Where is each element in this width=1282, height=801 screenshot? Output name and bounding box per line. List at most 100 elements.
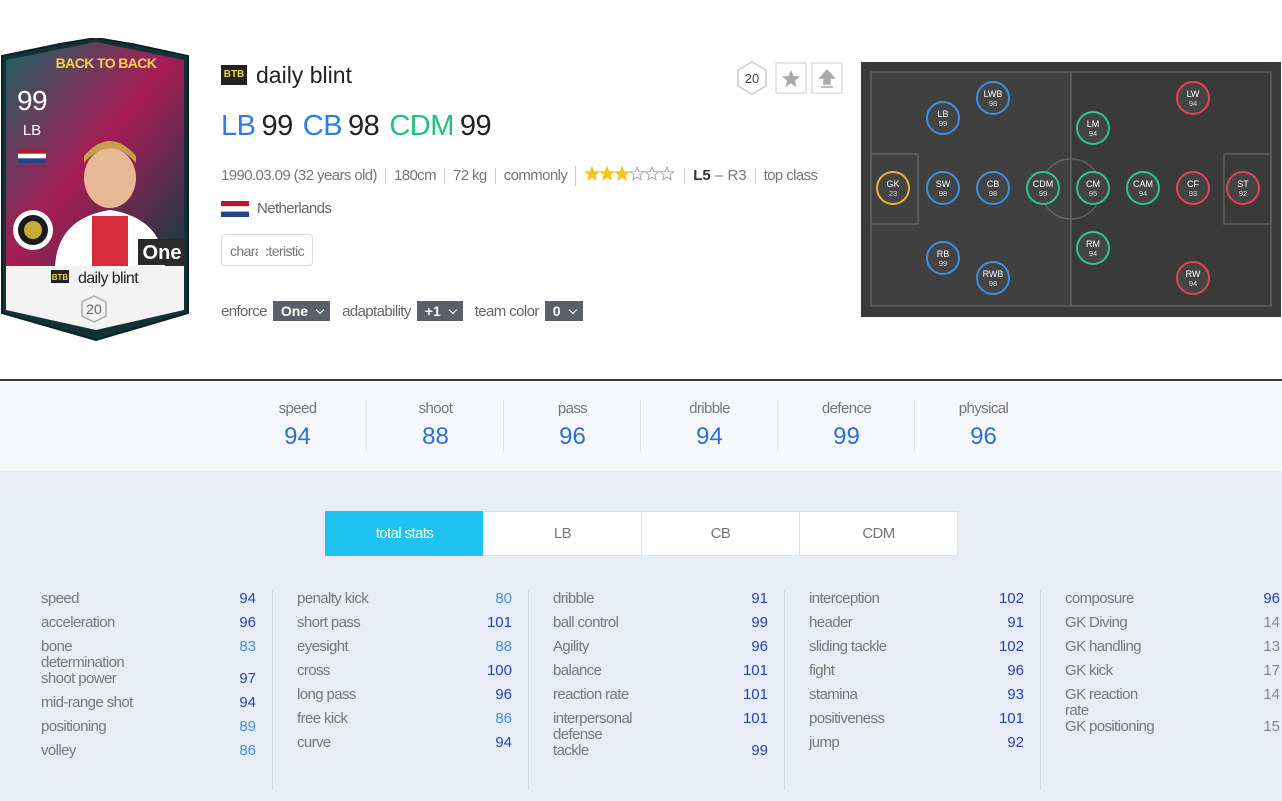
grade: top class: [754, 168, 826, 184]
summary-item: physical 96: [914, 400, 1052, 451]
position-node[interactable]: [926, 101, 960, 135]
control-select[interactable]: +1: [416, 301, 463, 321]
stat-value: 100: [486, 662, 512, 679]
position-node[interactable]: [976, 171, 1010, 205]
star: [629, 165, 646, 181]
stat-row: GK reaction rate 14: [1065, 687, 1280, 719]
position-name: LB: [221, 110, 256, 142]
stat-label: Agility: [553, 638, 589, 655]
stat-value: 15: [1263, 718, 1280, 735]
stat-value: 89: [239, 718, 256, 735]
trait-box[interactable]: characteristic: [221, 234, 314, 266]
star-icon: [782, 70, 800, 87]
height: 180cm: [384, 168, 444, 184]
stat-value: 86: [239, 742, 256, 759]
position-node[interactable]: [976, 81, 1010, 115]
stat-label: ball control: [553, 614, 619, 631]
summary-label: dribble: [689, 400, 730, 417]
position-node[interactable]: [1076, 231, 1110, 265]
stat-row: bone determination 83: [41, 639, 256, 671]
position-name: CDM: [389, 110, 454, 142]
stat-label: GK Diving: [1065, 614, 1128, 631]
position-label: LM: [1087, 119, 1100, 129]
position-value: 99: [939, 259, 947, 268]
position-value: 92: [1239, 189, 1247, 198]
stat-label: fight: [809, 662, 835, 679]
position-label: GK: [886, 179, 899, 189]
position-node[interactable]: [926, 241, 960, 275]
star: [659, 165, 676, 181]
stat-value: 94: [239, 590, 256, 607]
position-node[interactable]: [1226, 171, 1260, 205]
stat-value: 96: [495, 686, 512, 703]
stat-row: stamina 93: [809, 687, 1024, 711]
stat-row: reaction rate 101: [553, 687, 768, 711]
stat-row: fight 96: [809, 663, 1024, 687]
summary-item: pass 96: [503, 400, 641, 451]
stat-row: GK positioning 15: [1065, 719, 1280, 743]
stat-row: tackle 99: [553, 743, 768, 767]
position-label: ST: [1237, 179, 1249, 189]
stat-row: penalty kick 80: [297, 591, 512, 615]
position-label: RW: [1186, 269, 1201, 279]
tab[interactable]: total stats: [325, 511, 484, 556]
position-value: 98: [989, 99, 997, 108]
position-node[interactable]: [976, 261, 1010, 295]
stat-row: jump 92: [809, 735, 1024, 759]
position-node[interactable]: [1176, 261, 1210, 295]
stat-column: dribble 91 ball control 99 Agility 96 balance 1…: [553, 591, 768, 767]
position-node[interactable]: [1076, 111, 1110, 145]
level: 20: [745, 71, 759, 86]
divider: [0, 379, 1282, 381]
stat-label: sliding tackle: [809, 638, 887, 655]
summary-bar: [0, 381, 1282, 471]
stat-value: 99: [751, 614, 768, 631]
stat-label: bone determination: [41, 638, 125, 671]
position-node[interactable]: [1176, 171, 1210, 205]
stat-label: cross: [297, 662, 330, 679]
stat-value: 93: [1007, 686, 1024, 703]
stat-row: composure 96: [1065, 591, 1280, 615]
summary-item: shoot 88: [366, 400, 504, 451]
stat-row: GK kick 17: [1065, 663, 1280, 687]
star: [614, 165, 631, 181]
stat-row: eyesight 88: [297, 639, 512, 663]
position-node[interactable]: [1126, 171, 1160, 205]
tab[interactable]: LB: [483, 511, 642, 556]
stat-value: 99: [751, 742, 768, 759]
stat-value: 101: [742, 710, 768, 727]
stat-row: GK handling 13: [1065, 639, 1280, 663]
stat-row: short pass 101: [297, 615, 512, 639]
stat-row: curve 94: [297, 735, 512, 759]
summary-value: 94: [696, 423, 723, 450]
player-card: BACK TO BACK 99 LB One BTB daily blint 2…: [0, 38, 189, 342]
summary-value: 88: [422, 423, 449, 450]
stat-value: 14: [1263, 614, 1280, 631]
birth: 1990.03.09 (32 years old): [221, 167, 378, 184]
tab[interactable]: CDM: [799, 511, 958, 556]
star: [584, 165, 601, 181]
position-node[interactable]: [926, 171, 960, 205]
summary-item: defence 99: [777, 400, 915, 451]
card-name: daily blint: [78, 270, 139, 287]
position-node[interactable]: [1076, 171, 1110, 205]
level-hex[interactable]: [737, 61, 767, 95]
stat-row: positiveness 101: [809, 711, 1024, 735]
position-label: CF: [1187, 179, 1199, 189]
tab[interactable]: CB: [641, 511, 800, 556]
stat-value: 101: [998, 710, 1024, 727]
position-label: CAM: [1133, 179, 1153, 189]
stat-value: 17: [1263, 662, 1280, 679]
control-select[interactable]: 0: [544, 301, 583, 321]
stat-row: balance 101: [553, 663, 768, 687]
position-node[interactable]: [1176, 81, 1210, 115]
control-select[interactable]: One: [272, 301, 331, 321]
stat-row: sliding tackle 102: [809, 639, 1024, 663]
position-ovr: 98: [348, 110, 380, 142]
position-node[interactable]: [1026, 171, 1060, 205]
control-label: team color: [474, 302, 540, 320]
info-line: 1990.03.09 (32 years old) 180cm 72 kg co…: [221, 165, 826, 186]
stat-column: penalty kick 80 short pass 101 eyesight 88 cro…: [297, 591, 512, 759]
position-node[interactable]: [876, 171, 910, 205]
